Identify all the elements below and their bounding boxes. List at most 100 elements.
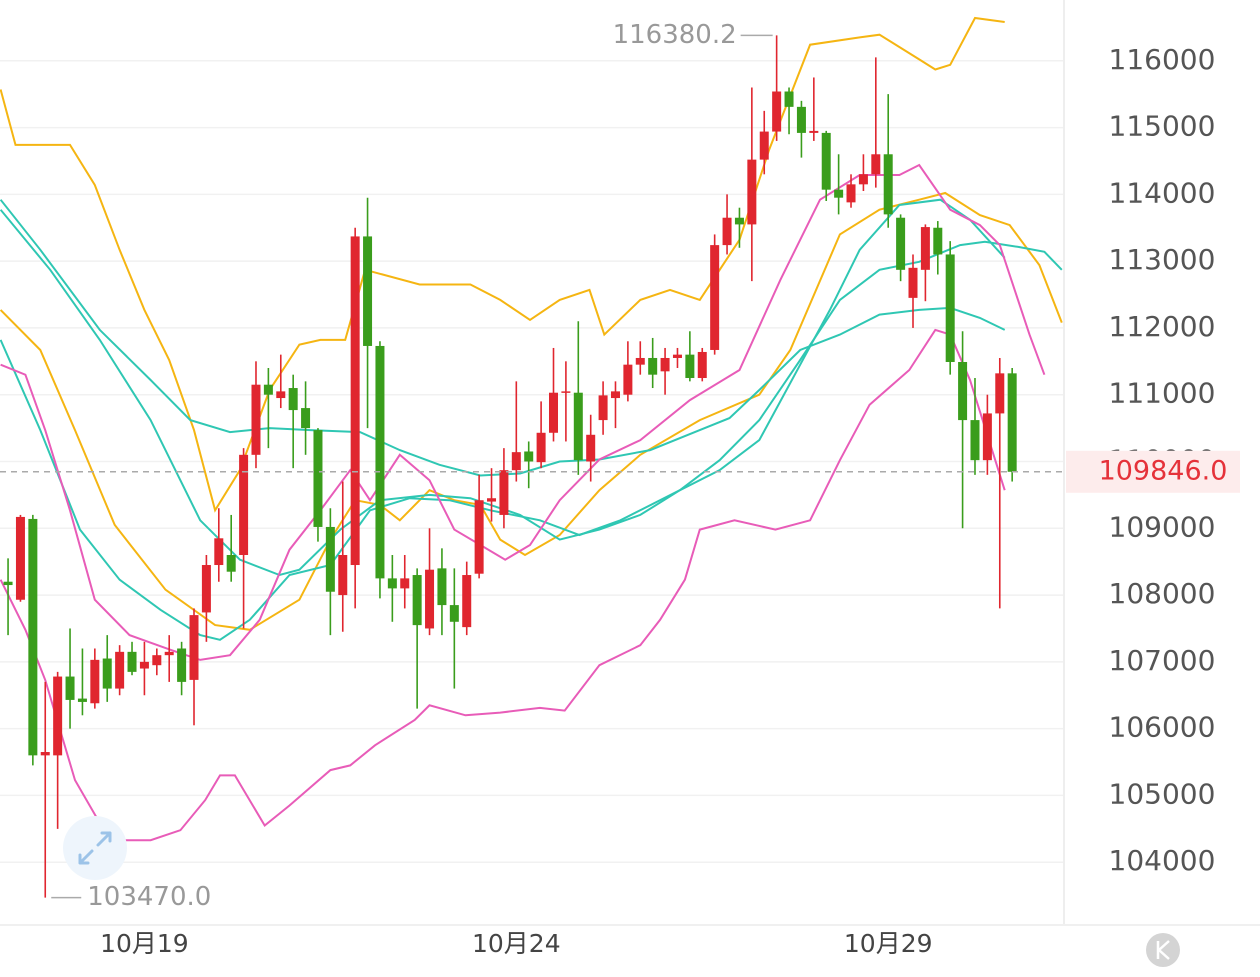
candle-body [722,217,732,246]
x-tick-label: 10月19 [100,929,189,958]
candle-body [809,130,819,133]
max-label: 116380.2 [613,20,737,50]
grid [0,60,1063,863]
indicator-line [0,191,1063,631]
min-label: 103470.0 [87,882,211,912]
candle-body [524,451,534,462]
candle-body [288,388,298,411]
candle-body [858,174,868,185]
candle-body [536,432,546,463]
y-tick-label: 113000 [1109,243,1216,276]
candle-body [474,500,484,574]
candle-body [214,538,224,566]
candle-body [425,569,435,629]
candle-body [127,651,137,672]
indicator-line [0,16,1005,513]
x-tick-label: 10月29 [844,929,933,958]
y-tick-label: 112000 [1109,310,1216,343]
candle-body [251,384,261,455]
candle-body [796,106,806,133]
candle-body [759,131,769,160]
candle-body [672,354,682,358]
candle-body [883,154,893,215]
indicator-lines [0,16,1063,842]
candle-body [970,420,980,461]
candle-body [3,581,13,586]
candle-body [276,391,286,399]
candle-body [301,408,311,429]
candle-body [65,676,75,700]
candle-body [338,555,348,596]
labels: 1040001050001060001070001080001090001100… [0,20,1240,958]
candle-body [598,395,608,421]
candle-body [164,651,174,656]
candle-body [28,518,38,756]
expand-button[interactable] [63,816,127,880]
candle-body [375,345,385,579]
candle-body [189,615,199,680]
y-tick-label: 105000 [1109,777,1216,810]
candle-body [648,357,658,375]
candle-body [933,227,943,255]
candle-body [710,245,720,350]
candle-body [920,227,930,270]
candle-body [635,357,645,365]
y-tick-label: 116000 [1109,43,1216,76]
candle-body [139,661,149,669]
candle-body [660,357,670,372]
candle-body [53,676,63,756]
y-tick-label: 106000 [1109,711,1216,744]
candle-body [734,217,744,225]
candle-body [573,392,583,461]
candle-body [40,752,50,756]
candle-body [201,565,211,613]
last-price-label: 109846.0 [1099,455,1228,486]
y-tick-label: 108000 [1109,577,1216,610]
candle-body [623,364,633,395]
candle-body [982,413,992,461]
candle-body [908,267,918,298]
candle-body [115,651,125,689]
y-tick-label: 104000 [1109,844,1216,877]
candle-body [896,217,906,270]
last-price-box [1066,450,1240,493]
candle-body [610,391,620,399]
candle-body [350,236,360,566]
candle-body [995,373,1005,414]
y-tick-label: 115000 [1109,110,1216,143]
candle-body [437,568,447,606]
y-tick-label: 107000 [1109,644,1216,677]
indicator-line [0,198,1006,577]
candle-body [90,659,100,704]
candle-body [499,470,509,515]
candle-body [400,578,410,589]
candle-body [958,361,968,421]
y-tick-label: 111000 [1109,377,1216,410]
candle-body [77,698,87,702]
candle-body [263,384,273,395]
candle-body [177,648,187,682]
candle-body [1007,373,1017,472]
candle-body [449,605,459,622]
indicator-line [0,240,1063,641]
candle-body [511,452,521,471]
candle-body [871,154,881,175]
candle-body [821,132,831,190]
candle-body [846,184,856,203]
candle-body [945,254,955,362]
y-tick-label: 114000 [1109,176,1216,209]
k-button[interactable] [1146,933,1180,967]
indicator-line [0,199,1006,477]
candle-body [387,578,397,589]
candle-body [834,189,844,198]
candle-body [561,391,571,393]
candle-body [586,434,596,462]
y-tick-label: 109000 [1109,510,1216,543]
candle-body [772,91,782,132]
indicator-line [0,163,1046,661]
candle-body [325,526,335,592]
candle-body [685,354,695,379]
candle-body [15,516,25,600]
candle-body [226,555,236,572]
